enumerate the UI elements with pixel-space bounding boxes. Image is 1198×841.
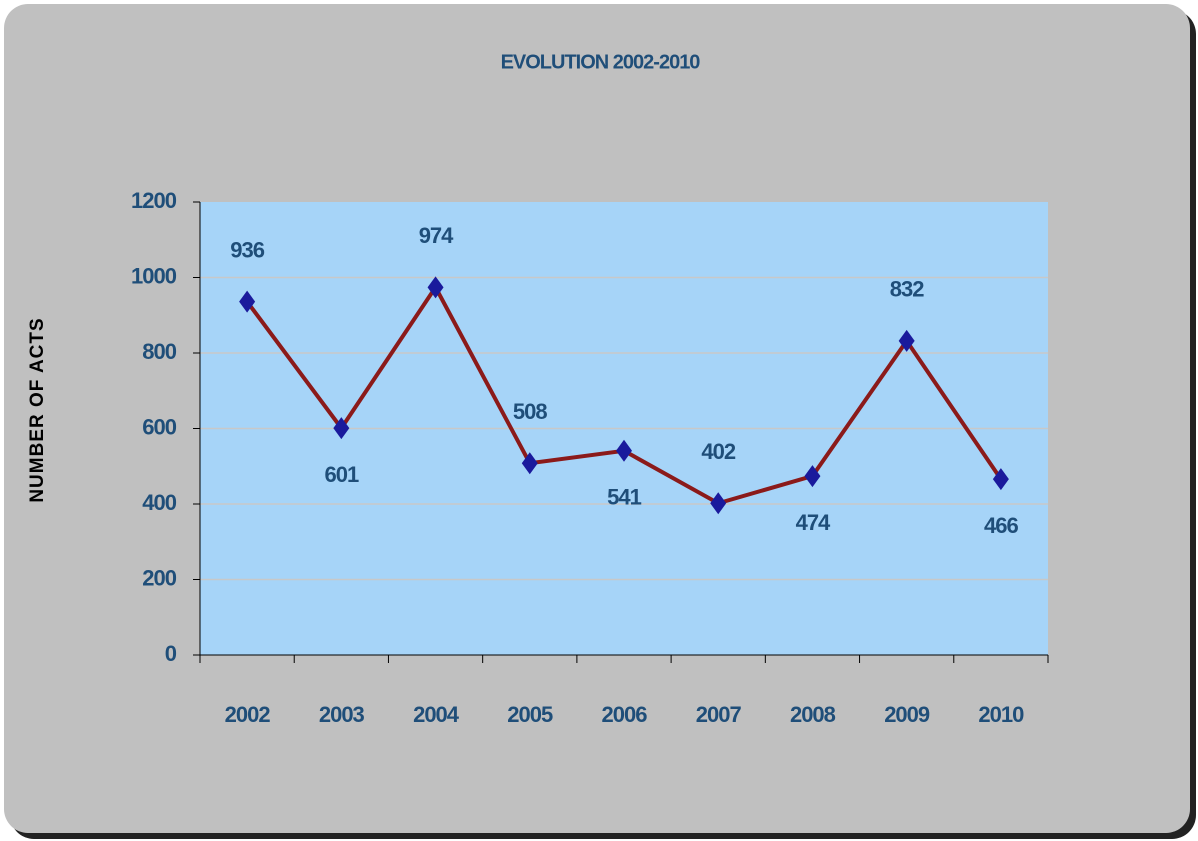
x-tick-label: 2003 xyxy=(319,702,365,727)
data-label: 474 xyxy=(796,510,831,535)
marker xyxy=(239,290,256,313)
x-tick-label: 2010 xyxy=(978,702,1024,727)
y-tick-label: 800 xyxy=(142,339,176,364)
data-label: 936 xyxy=(230,237,264,262)
x-tick-label: 2008 xyxy=(790,702,836,727)
x-tick-label: 2007 xyxy=(696,702,742,727)
x-tick-label: 2005 xyxy=(507,702,553,727)
x-tick-label: 2006 xyxy=(602,702,648,727)
y-tick-label: 200 xyxy=(142,565,176,590)
marker xyxy=(521,452,538,475)
marker xyxy=(992,468,1009,491)
marker xyxy=(427,276,444,299)
marker xyxy=(616,439,632,462)
y-tick-label: 600 xyxy=(142,414,176,439)
data-label: 832 xyxy=(890,277,924,302)
data-label: 601 xyxy=(324,462,358,487)
marker xyxy=(804,465,821,488)
data-label: 508 xyxy=(513,399,547,424)
y-tick-label: 400 xyxy=(142,490,176,515)
x-tick-label: 2002 xyxy=(225,702,271,727)
x-tick-label: 2009 xyxy=(884,702,930,727)
x-tick-label: 2004 xyxy=(413,702,460,727)
data-label: 466 xyxy=(984,513,1018,538)
data-label: 974 xyxy=(419,223,454,248)
marker xyxy=(710,492,727,515)
y-tick-label: 1000 xyxy=(131,263,177,288)
y-tick-label: 1200 xyxy=(131,188,177,213)
data-label: 541 xyxy=(607,485,641,510)
y-tick-label: 0 xyxy=(165,641,177,666)
chart-title: EVOLUTION 2002-2010 xyxy=(501,51,701,73)
data-label: 402 xyxy=(701,439,735,464)
marker xyxy=(898,329,915,352)
y-axis-label: NUMBER OF ACTS xyxy=(27,317,48,502)
marker xyxy=(333,417,350,440)
